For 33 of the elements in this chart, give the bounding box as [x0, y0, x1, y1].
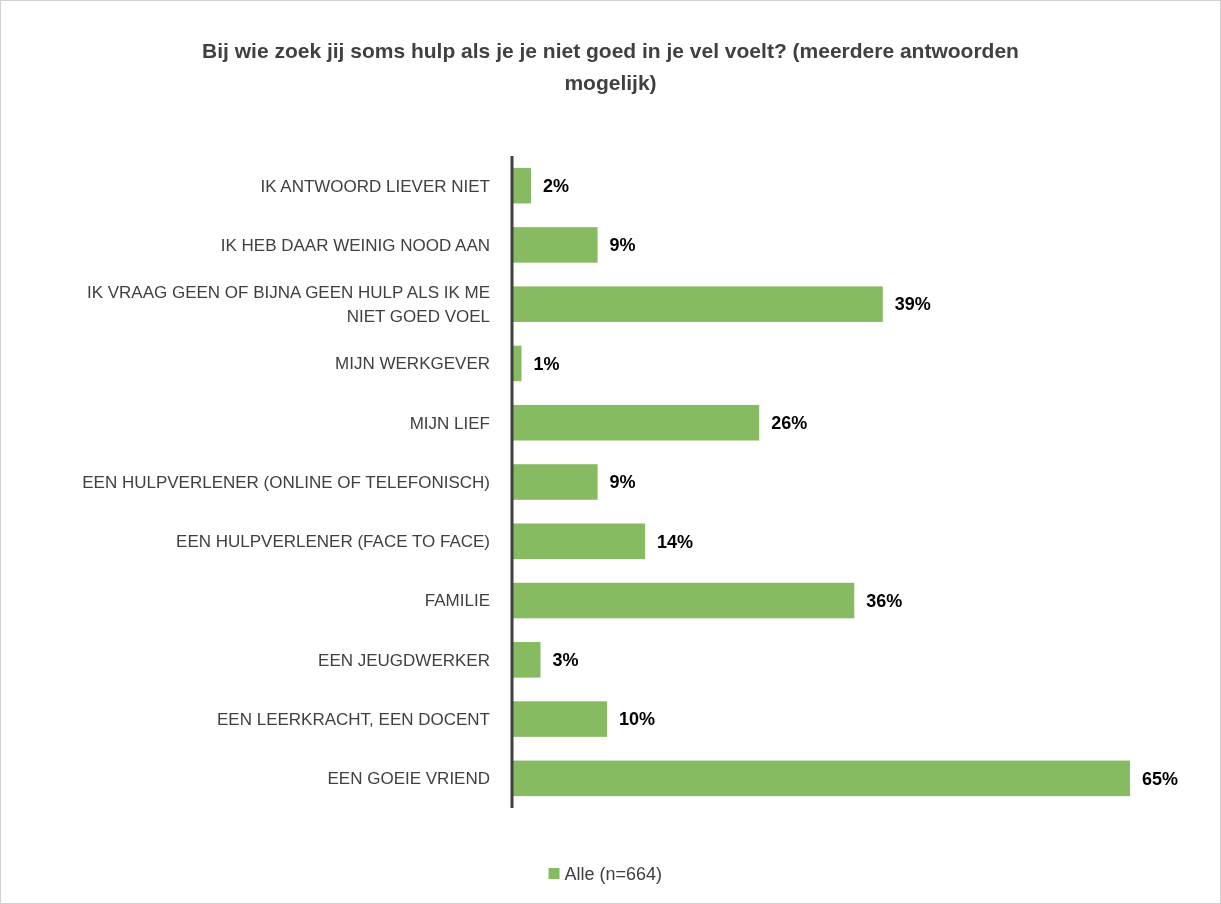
data-label: 65%: [1142, 768, 1179, 789]
y-tick-label: EEN LEERKRACHT, EEN DOCENT: [217, 710, 490, 730]
bar: [512, 404, 760, 441]
bar: [512, 523, 646, 560]
data-label: 1%: [533, 353, 560, 374]
data-label: 26%: [771, 413, 808, 434]
chart-title: Bij wie zoek jij soms hulp als je je niet goed in je vel voelt? (meerdere antwoorden mogelijk): [202, 39, 1019, 94]
data-label: 3%: [552, 650, 579, 671]
data-label: 36%: [866, 590, 903, 611]
bar: [512, 760, 1130, 797]
y-tick-label: IK ANTWOORD LIEVER NIET: [260, 176, 490, 196]
data-label: 14%: [657, 531, 694, 552]
bar: [512, 464, 598, 500]
bar: [512, 642, 541, 678]
y-tick-label: FAMILIE: [424, 591, 490, 611]
y-tick-label: EEN HULPVERLENER (ONLINE OF TELEFONISCH): [82, 472, 490, 492]
y-tick-label: MIJN LIEF: [409, 413, 490, 433]
data-label: 2%: [543, 175, 570, 196]
bar: [512, 227, 598, 263]
y-tick-label: EEN JEUGDWERKER: [318, 650, 490, 670]
y-tick-label: IK VRAAG GEEN OF BIJNA GEEN HULP ALS IK ME NIET GOED VOEL: [86, 283, 490, 327]
y-tick-label: MIJN WERKGEVER: [335, 354, 490, 374]
bar: [512, 701, 608, 737]
y-tick-label: IK HEB DAAR WEINIG NOOD AAN: [220, 235, 490, 255]
y-tick-label: EEN HULPVERLENER (FACE TO FACE): [176, 532, 490, 552]
legend-label: Alle (n=664): [564, 864, 663, 885]
y-tick-label: EEN GOEIE VRIEND: [327, 769, 490, 789]
bar: [512, 582, 855, 619]
data-label: 39%: [894, 294, 931, 315]
bar: [512, 286, 883, 322]
data-label: 10%: [619, 709, 656, 730]
data-label: 9%: [609, 472, 636, 493]
data-label: 9%: [609, 235, 636, 256]
